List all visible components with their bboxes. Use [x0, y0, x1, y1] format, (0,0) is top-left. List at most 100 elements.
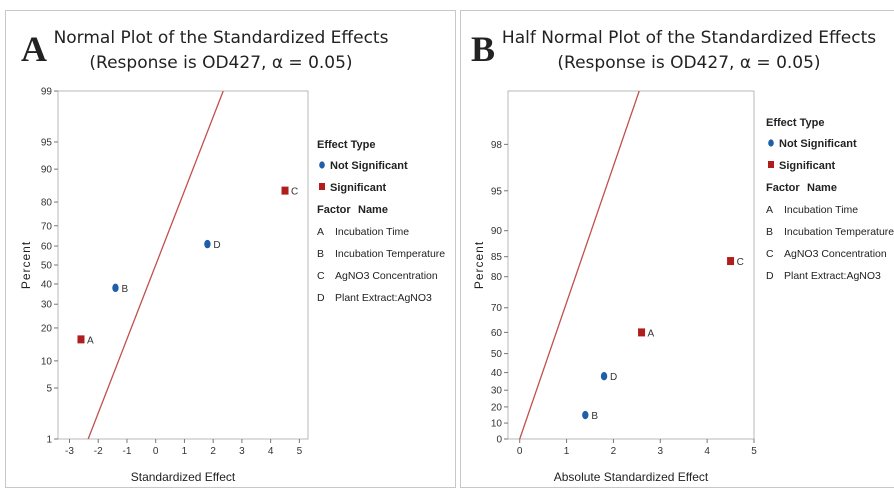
- chart-subtitle: (Response is OD427, α = 0.05): [557, 53, 820, 73]
- legend-factor-header: Factor: [317, 204, 351, 216]
- reference-line: [87, 91, 224, 439]
- y-tick-label: 95: [41, 137, 53, 148]
- x-tick-label: 0: [517, 446, 523, 457]
- legend-factor-code: B: [317, 248, 324, 260]
- legend-factor-code: A: [766, 204, 773, 216]
- x-tick-label: 3: [239, 446, 245, 457]
- y-tick-label: 50: [41, 261, 53, 272]
- legend-factor-code: A: [317, 226, 324, 238]
- y-tick-label: 90: [491, 226, 503, 237]
- chart-subtitle: (Response is OD427, α = 0.05): [89, 53, 352, 73]
- y-tick-label: 90: [41, 165, 53, 176]
- point-label-B: B: [591, 411, 598, 422]
- legend-effect-type-title: Effect Type: [317, 139, 375, 151]
- y-tick-label: 99: [41, 87, 53, 98]
- x-tick-label: -2: [94, 446, 103, 457]
- plot-frame: [57, 90, 309, 440]
- y-tick-label: 80: [491, 272, 503, 283]
- legend-factor-header: Factor: [766, 182, 800, 194]
- half-normal-plot-svg: B Half Normal Plot of the Standardized Ef…: [471, 28, 894, 484]
- x-tick-label: -3: [65, 446, 74, 457]
- legend-significant-marker: [319, 183, 325, 190]
- y-tick-label: 60: [41, 242, 53, 253]
- x-tick-label: 1: [182, 446, 188, 457]
- point-label-D: D: [213, 240, 220, 251]
- point-label-D: D: [610, 372, 617, 383]
- point-D-not-significant: [204, 239, 211, 249]
- chart-title: Normal Plot of the Standardized Effects: [54, 28, 389, 48]
- reference-line: [519, 91, 640, 439]
- y-tick-label: 30: [41, 300, 53, 311]
- panel-a: A Normal Plot of the Standardized Effects…: [5, 10, 456, 488]
- normal-plot-svg: A Normal Plot of the Standardized Effects…: [19, 28, 445, 484]
- point-B-not-significant: [112, 283, 119, 293]
- legend-factor-code: B: [766, 226, 773, 238]
- panel-label: A: [21, 29, 47, 69]
- x-tick-label: 2: [611, 446, 617, 457]
- legend-factor-name: AgNO3 Concentration: [784, 248, 887, 260]
- legend-significant-marker: [768, 161, 774, 168]
- point-C-significant: [281, 186, 289, 195]
- legend-factor-name: AgNO3 Concentration: [335, 270, 438, 282]
- y-axis-label: Percent: [19, 241, 33, 289]
- y-tick-label: 40: [491, 368, 503, 379]
- point-label-C: C: [737, 257, 744, 268]
- y-tick-label: 1: [46, 435, 52, 446]
- point-A-significant: [77, 335, 85, 344]
- x-axis-label: Absolute Standardized Effect: [554, 470, 709, 484]
- y-tick-label: 20: [41, 323, 53, 334]
- x-tick-label: -1: [123, 446, 132, 457]
- point-label-A: A: [648, 328, 655, 339]
- plot-frame: [507, 90, 755, 440]
- point-C-significant: [727, 257, 735, 266]
- y-tick-label: 50: [491, 349, 503, 360]
- legend-effect-type-title: Effect Type: [766, 117, 824, 129]
- point-A-significant: [638, 328, 646, 337]
- x-tick-label: 2: [210, 446, 216, 457]
- panel-label: B: [471, 29, 495, 69]
- y-tick-label: 10: [41, 356, 53, 367]
- legend-factor-name: Incubation Time: [335, 226, 409, 238]
- legend-factor-name: Plant Extract:AgNO3: [335, 292, 432, 304]
- legend-factor-name: Incubation Temperature: [784, 226, 894, 238]
- y-tick-label: 0: [496, 435, 502, 446]
- x-tick-label: 4: [704, 446, 710, 457]
- legend-factor-name: Incubation Temperature: [335, 248, 445, 260]
- y-tick-label: 40: [41, 279, 53, 290]
- legend-factor-name: Incubation Time: [784, 204, 858, 216]
- y-tick-label: 20: [491, 402, 503, 413]
- legend-factor-name: Plant Extract:AgNO3: [784, 270, 881, 282]
- y-tick-label: 5: [46, 384, 52, 395]
- x-axis-label: Standardized Effect: [131, 470, 236, 484]
- legend-not-significant-marker: [768, 139, 774, 147]
- legend-significant-label: Significant: [779, 160, 836, 172]
- legend-name-header: Name: [358, 204, 388, 216]
- legend-factor-code: D: [317, 292, 325, 304]
- legend-name-header: Name: [807, 182, 837, 194]
- y-tick-label: 85: [491, 252, 503, 263]
- legend-factor-code: C: [766, 248, 774, 260]
- legend-not-significant-label: Not Significant: [779, 138, 857, 150]
- legend-not-significant-label: Not Significant: [330, 160, 408, 172]
- y-tick-label: 98: [491, 140, 503, 151]
- y-tick-label: 60: [491, 328, 503, 339]
- x-tick-label: 5: [751, 446, 757, 457]
- y-tick-label: 70: [491, 303, 503, 314]
- point-label-B: B: [121, 284, 128, 295]
- y-axis-label: Percent: [472, 241, 486, 289]
- x-tick-label: 0: [153, 446, 159, 457]
- legend-factor-code: C: [317, 270, 325, 282]
- chart-title: Half Normal Plot of the Standardized Eff…: [502, 28, 876, 48]
- x-tick-label: 1: [564, 446, 570, 457]
- x-tick-label: 3: [658, 446, 664, 457]
- x-tick-label: 5: [297, 446, 303, 457]
- point-B-not-significant: [582, 410, 589, 420]
- legend-significant-label: Significant: [330, 182, 387, 194]
- y-tick-label: 95: [491, 186, 503, 197]
- x-tick-label: 4: [268, 446, 274, 457]
- legend-factor-code: D: [766, 270, 774, 282]
- point-D-not-significant: [600, 372, 608, 381]
- point-label-C: C: [291, 187, 298, 198]
- y-tick-label: 70: [41, 221, 53, 232]
- legend-not-significant-marker: [319, 161, 325, 169]
